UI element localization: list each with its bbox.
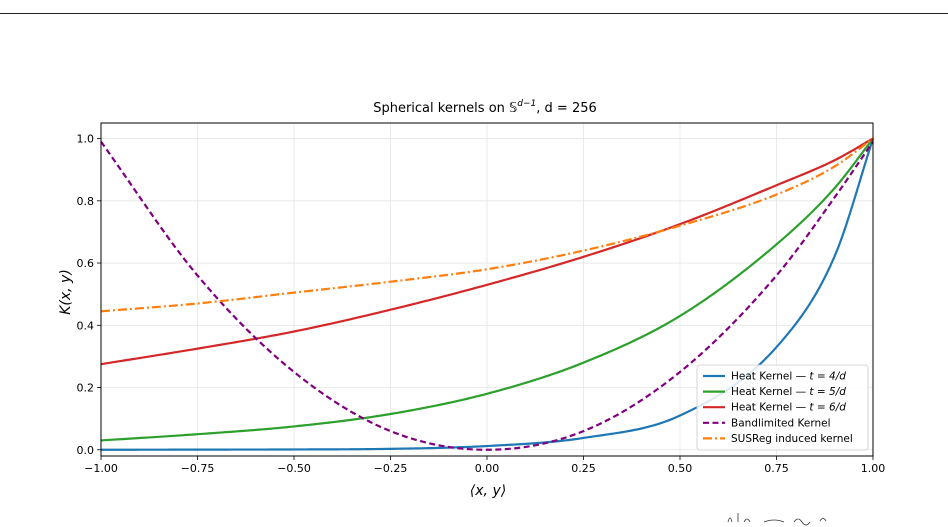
y-tick-label-3: 0.6 [77,257,95,270]
x-tick-label-1: −0.75 [181,462,215,475]
x-tick-label-7: 0.75 [764,462,789,475]
x-tick-label-8: 1.00 [861,462,886,475]
x-tick-label-3: −0.25 [374,462,408,475]
x-ticks: −1.00 −0.75 −0.50 −0.25 0.00 0.25 0.50 0.75 1.00 [84,456,885,475]
y-axis-label: K(x, y) [58,269,74,315]
legend-label-1: Heat Kernel — t = 5/d [731,386,846,398]
title-space: 𝕊 [509,101,517,116]
x-tick-label-4: 0.00 [475,462,500,475]
series-line-3 [100,141,874,451]
legend-label-3: Bandlimited Kernel [731,417,831,429]
series-line-4 [100,137,874,313]
footer-handwriting-mark [727,513,827,526]
title-superscript: d−1 [517,99,536,109]
legend-box [696,364,869,451]
legend-label-0: Heat Kernel — t = 4/d [731,371,846,383]
series-line-1 [100,137,874,442]
legend-label-4: SUSReg induced kernel [731,433,853,445]
x-tick-label-0: −1.00 [84,462,118,475]
svg-text:Spherical kernels on 𝕊d−1, d: Spherical kernels on 𝕊d−1, d = 256 [373,99,597,116]
y-tick-label-5: 1.0 [77,133,95,146]
y-tick-label-0: 0.0 [77,444,95,457]
title-suffix: , d = 256 [536,101,597,116]
y-ticks: 0.0 0.2 0.4 0.6 0.8 1.0 [77,133,101,457]
series-line-2 [100,137,874,366]
legend-label-2: Heat Kernel — t = 6/d [731,402,846,414]
legend: Heat Kernel — t = 4/d Heat Kernel — t = 5… [696,364,869,451]
y-tick-label-4: 0.8 [77,195,95,208]
chart-title: Spherical kernels on 𝕊d−1, d = 256 [373,99,597,116]
y-tick-label-2: 0.4 [77,319,95,332]
x-tick-label-2: −0.50 [277,462,311,475]
x-axis-label: ⟨x, y⟩ [470,483,506,499]
title-prefix: Spherical kernels on [373,101,509,116]
x-tick-label-5: 0.25 [571,462,596,475]
y-tick-label-1: 0.2 [77,382,95,395]
top-rule [0,13,948,14]
x-tick-label-6: 0.50 [668,462,693,475]
